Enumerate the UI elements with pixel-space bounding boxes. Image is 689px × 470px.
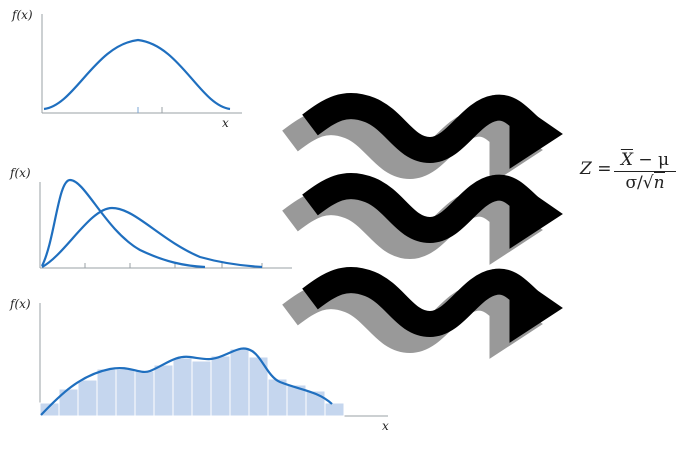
wavy-arrow-1-icon — [310, 98, 563, 169]
wavy-arrow-2-icon — [310, 178, 563, 249]
skewed-curve-sharp — [41, 178, 206, 269]
panel3-y-axis-label: f(x) — [10, 297, 31, 311]
panel1-x-axis-label: x — [222, 116, 229, 130]
arbitrary-density-curve — [40, 347, 333, 416]
arbitrary-distribution-panel: f(x) x — [0, 285, 400, 435]
skewed-curve-wide — [41, 206, 263, 269]
histogram-bar — [324, 402, 345, 417]
panel3-plot — [39, 303, 388, 417]
panel2-y-axis-label: f(x) — [10, 166, 31, 180]
panel1-plot — [41, 14, 242, 114]
formula-numerator: X − μ — [614, 150, 676, 172]
normal-curve — [43, 38, 231, 111]
panel1-y-axis-label: f(x) — [12, 8, 33, 22]
skewed-distribution-panel: f(x) — [0, 160, 300, 280]
normal-distribution-panel: f(x) x — [0, 0, 260, 135]
wavy-arrow-3-icon — [310, 272, 563, 343]
formula-fraction: X − μ σ/√n — [614, 150, 676, 193]
formula-denominator: σ/√n — [625, 172, 665, 193]
histogram — [39, 348, 345, 417]
formula-lhs: Z = — [580, 159, 612, 179]
panel3-x-axis-label: x — [382, 419, 389, 433]
panel2-plot — [39, 178, 292, 269]
